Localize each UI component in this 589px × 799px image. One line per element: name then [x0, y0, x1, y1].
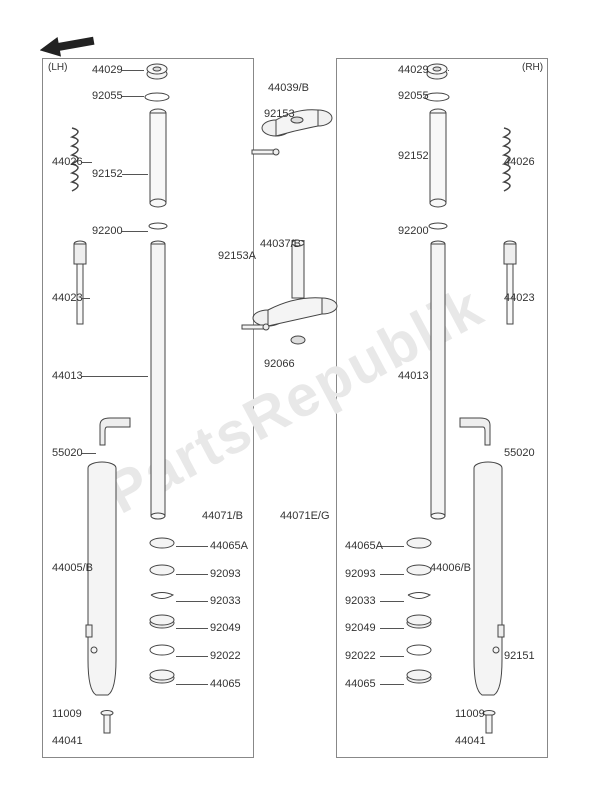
- part-92152-r: [428, 108, 448, 208]
- part-44029-r: [425, 62, 449, 80]
- part-label-23: 44071E/G: [280, 510, 330, 522]
- part-44029-l: [145, 62, 169, 80]
- part-label-41: 44041: [455, 735, 486, 747]
- part-label-40: 11009: [455, 708, 485, 720]
- part-label-28: 92200: [398, 225, 429, 237]
- part-92152-l: [148, 108, 168, 208]
- part-55020-l: [95, 415, 135, 450]
- part-label-18: 44039/B: [268, 82, 309, 94]
- seal-stack-r: [405, 535, 433, 685]
- part-label-36: 92022: [345, 650, 376, 662]
- part-label-9: 11009: [52, 708, 82, 720]
- part-44023-l: [72, 240, 88, 330]
- part-label-24: 44029: [398, 64, 429, 76]
- part-label-27: 44026: [504, 156, 535, 168]
- part-label-37: 44065: [345, 678, 376, 690]
- part-44013-r: [430, 240, 446, 520]
- part-label-34: 92033: [345, 595, 376, 607]
- part-label-19: 92153: [264, 108, 295, 120]
- part-label-39: 92151: [504, 650, 535, 662]
- part-label-33: 92093: [345, 568, 376, 580]
- part-44013-l: [150, 240, 166, 520]
- part-92153: [250, 145, 280, 159]
- part-44005-l: [82, 460, 122, 710]
- part-label-10: 44041: [52, 735, 83, 747]
- direction-arrow: [40, 35, 100, 65]
- part-label-17: 44071/B: [202, 510, 243, 522]
- part-label-3: 92152: [92, 168, 123, 180]
- panel-right-label: (RH): [522, 62, 543, 73]
- part-44023-r: [502, 240, 518, 330]
- part-label-1: 92055: [92, 90, 123, 102]
- part-55020-r: [455, 415, 495, 450]
- part-label-30: 44013: [398, 370, 429, 382]
- seal-stack-l: [148, 535, 176, 685]
- part-label-4: 92200: [92, 225, 123, 237]
- part-label-38: 44006/B: [430, 562, 471, 574]
- part-label-20: 92153A: [218, 250, 256, 262]
- part-label-35: 92049: [345, 622, 376, 634]
- part-92055-l: [144, 92, 170, 102]
- part-label-22: 92066: [264, 358, 295, 370]
- part-label-5: 44023: [52, 292, 83, 304]
- part-44039: [258, 98, 336, 148]
- part-label-15: 92022: [210, 650, 241, 662]
- part-label-31: 55020: [504, 447, 535, 459]
- part-label-2: 44026: [52, 156, 83, 168]
- part-92200-r: [428, 222, 448, 230]
- part-label-7: 55020: [52, 447, 83, 459]
- part-label-13: 92033: [210, 595, 241, 607]
- part-label-29: 44023: [504, 292, 535, 304]
- part-label-16: 44065: [210, 678, 241, 690]
- part-label-6: 44013: [52, 370, 83, 382]
- part-44006-r: [468, 460, 508, 710]
- part-92153a: [240, 320, 270, 334]
- part-label-32: 44065A: [345, 540, 383, 552]
- part-label-25: 92055: [398, 90, 429, 102]
- part-label-21: 44037/B: [260, 238, 301, 250]
- part-label-8: 44005/B: [52, 562, 93, 574]
- part-label-26: 92152: [398, 150, 429, 162]
- part-label-11: 44065A: [210, 540, 248, 552]
- part-label-0: 44029: [92, 64, 123, 76]
- part-label-12: 92093: [210, 568, 241, 580]
- part-92200-l: [148, 222, 168, 230]
- part-label-14: 92049: [210, 622, 241, 634]
- part-bolt-l: [100, 710, 114, 738]
